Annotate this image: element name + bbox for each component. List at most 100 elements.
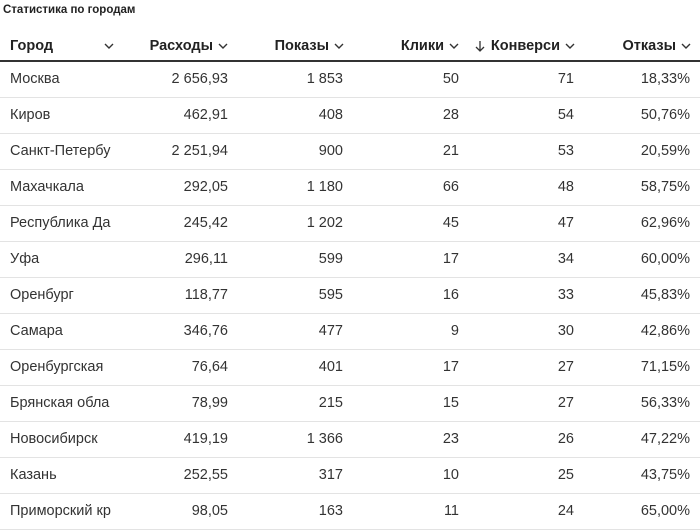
value-cell: 245,42 [183, 215, 228, 231]
value-cell: 599 [318, 251, 343, 267]
value-cell: 17 [442, 359, 459, 375]
value-cell: 1 180 [306, 179, 343, 195]
value-cell: 62,96% [640, 215, 690, 231]
value-cell: 56,33% [640, 395, 690, 411]
city-cell: Казань [10, 467, 57, 483]
value-cell: 10 [442, 467, 459, 483]
table-row: Оренбург 118,77 595 16 33 45,83% [0, 278, 700, 314]
table-row: Брянская обла 78,99 215 15 27 56,33% [0, 386, 700, 422]
value-cell: 66 [442, 179, 459, 195]
value-cell: 50 [442, 71, 459, 87]
table-title: Статистика по городам [3, 4, 136, 16]
value-cell: 900 [318, 143, 343, 159]
table-row: Казань 252,55 317 10 25 43,75% [0, 458, 700, 494]
city-cell: Оренбург [10, 287, 74, 303]
value-cell: 23 [442, 431, 459, 447]
value-cell: 1 853 [306, 71, 343, 87]
value-cell: 27 [557, 395, 574, 411]
value-cell: 24 [557, 503, 574, 519]
chevron-icon [565, 43, 575, 49]
city-cell: Самара [10, 323, 63, 339]
header-text: Клики [400, 37, 444, 54]
value-cell: 317 [318, 467, 343, 483]
value-cell: 15 [442, 395, 459, 411]
value-cell: 33 [557, 287, 574, 303]
city-cell: Санкт-Петербу [10, 143, 111, 159]
value-cell: 28 [442, 107, 459, 123]
header-cell[interactable]: Отказы [623, 31, 691, 60]
value-cell: 30 [557, 323, 574, 339]
header-cell[interactable]: Расходы [150, 31, 228, 60]
value-cell: 346,76 [183, 323, 228, 339]
header-text: Показы [274, 37, 329, 54]
value-cell: 1 202 [306, 215, 343, 231]
value-cell: 477 [318, 323, 343, 339]
city-cell: Москва [10, 71, 60, 87]
header-cell[interactable]: Показы [275, 31, 344, 60]
value-cell: 401 [318, 359, 343, 375]
table-row: Киров 462,91 408 28 54 50,76% [0, 98, 700, 134]
chevron-icon [449, 43, 459, 49]
value-cell: 58,75% [640, 179, 690, 195]
city-cell: Республика Да [10, 215, 111, 231]
header-text: Конверси [490, 37, 560, 54]
value-cell: 11 [443, 503, 459, 519]
value-cell: 42,86% [640, 323, 690, 339]
value-cell: 47 [557, 215, 574, 231]
table-row: Новосибирск 419,19 1 366 23 26 47,22% [0, 422, 700, 458]
table-row: Москва 2 656,93 1 853 50 71 18,33% [0, 62, 700, 98]
chevron-icon [681, 43, 691, 49]
value-cell: 9 [450, 323, 459, 339]
chevron-icon [218, 43, 228, 49]
value-cell: 50,76% [640, 107, 690, 123]
value-cell: 595 [318, 287, 343, 303]
value-cell: 296,11 [184, 251, 228, 267]
value-cell: 45,83% [640, 287, 690, 303]
value-cell: 27 [557, 359, 574, 375]
value-cell: 21 [442, 143, 459, 159]
city-cell: Уфа [10, 251, 40, 267]
value-cell: 252,55 [183, 467, 228, 483]
table-row: Самара 346,76 477 9 30 42,86% [0, 314, 700, 350]
value-cell: 215 [318, 395, 343, 411]
chevron-icon [104, 43, 114, 49]
city-cell: Новосибирск [10, 431, 98, 447]
value-cell: 47,22% [640, 431, 690, 447]
header-text: Город [10, 37, 54, 54]
value-cell: 54 [557, 107, 574, 123]
table-row: Уфа 296,11 599 17 34 60,00% [0, 242, 700, 278]
header-text: Расходы [149, 37, 213, 54]
header-text: Отказы [622, 37, 676, 54]
table-row: Санкт-Петербу 2 251,94 900 21 53 20,59% [0, 134, 700, 170]
value-cell: 292,05 [183, 179, 228, 195]
header-cell[interactable]: Конверси [475, 31, 575, 60]
value-cell: 78,99 [191, 395, 228, 411]
city-cell: Махачкала [10, 179, 84, 195]
value-cell: 462,91 [183, 107, 228, 123]
value-cell: 118,77 [184, 287, 228, 303]
city-cell: Киров [10, 107, 51, 123]
value-cell: 48 [557, 179, 574, 195]
table-row: Махачкала 292,05 1 180 66 48 58,75% [0, 170, 700, 206]
value-cell: 71,15% [640, 359, 690, 375]
city-cell: Приморский кр [10, 503, 111, 519]
value-cell: 163 [318, 503, 343, 519]
header-cell[interactable]: Клики [401, 31, 459, 60]
sort-arrow-icon [475, 40, 485, 52]
value-cell: 419,19 [183, 431, 228, 447]
header-cell[interactable]: Город [10, 31, 114, 60]
value-cell: 25 [557, 467, 574, 483]
value-cell: 17 [442, 251, 459, 267]
value-cell: 20,59% [640, 143, 690, 159]
value-cell: 408 [318, 107, 343, 123]
value-cell: 71 [557, 71, 574, 87]
table-header: Город Расходы Показы Клики Конверси Отка… [0, 31, 700, 62]
value-cell: 43,75% [640, 467, 690, 483]
city-cell: Брянская обла [10, 395, 110, 411]
value-cell: 65,00% [640, 503, 690, 519]
value-cell: 2 656,93 [171, 71, 228, 87]
value-cell: 18,33% [640, 71, 690, 87]
table-row: Республика Да 245,42 1 202 45 47 62,96% [0, 206, 700, 242]
chevron-icon [334, 43, 344, 49]
